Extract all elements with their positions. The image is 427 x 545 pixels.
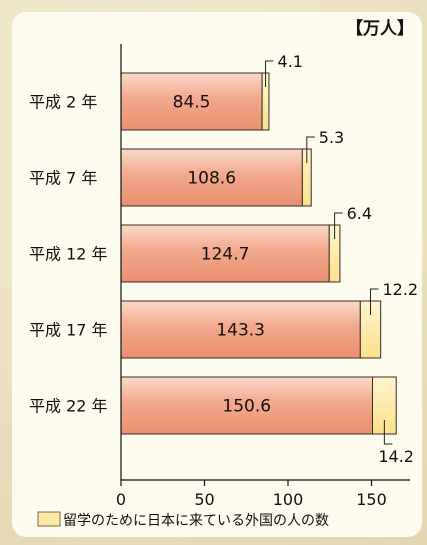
legend-swatch xyxy=(37,511,61,527)
extra-leader xyxy=(306,136,315,163)
value-label: 150.6 xyxy=(222,397,271,417)
bar-main xyxy=(120,300,361,359)
extra-leader xyxy=(369,288,379,315)
category-label: 平成 12 年 xyxy=(29,245,108,264)
bar-main xyxy=(120,72,263,131)
x-tick-label: 0 xyxy=(116,490,126,509)
extra-leader xyxy=(334,212,343,239)
category-label: 平成 2 年 xyxy=(29,93,97,112)
x-tick-label: 50 xyxy=(194,490,214,509)
legend-label: 留学のために日本に来ている外国の人の数 xyxy=(63,513,329,529)
x-tick-label: 100 xyxy=(273,490,304,509)
value-label: 84.5 xyxy=(173,93,211,113)
value-label: 143.3 xyxy=(216,321,265,341)
extra-value-label: 4.1 xyxy=(278,52,303,71)
category-label: 平成 22 年 xyxy=(29,397,108,416)
category-label: 平成 7 年 xyxy=(29,169,97,188)
x-tick-label: 150 xyxy=(356,490,387,509)
value-label: 124.7 xyxy=(201,245,250,265)
extra-value-label: 14.2 xyxy=(378,447,414,466)
x-ticks: 0 50 100 150 xyxy=(116,480,387,509)
category-label: 平成 17 年 xyxy=(29,321,108,340)
extra-leader xyxy=(265,60,274,87)
bars-layer: 平成 2 年 84.5 4.1 平成 7 年 108.6 5.3 平成 12 年 124.7 6… xyxy=(29,52,418,466)
bar-main xyxy=(120,376,374,435)
extra-value-label: 12.2 xyxy=(382,280,418,299)
extra-value-label: 5.3 xyxy=(319,128,344,147)
bar-main xyxy=(120,224,330,283)
legend: 留学のために日本に来ている外国の人の数 xyxy=(37,511,329,529)
unit-label: 【万人】 xyxy=(346,18,414,39)
value-label: 108.6 xyxy=(187,169,236,189)
extra-leader xyxy=(383,420,393,445)
extra-value-label: 6.4 xyxy=(347,204,372,223)
